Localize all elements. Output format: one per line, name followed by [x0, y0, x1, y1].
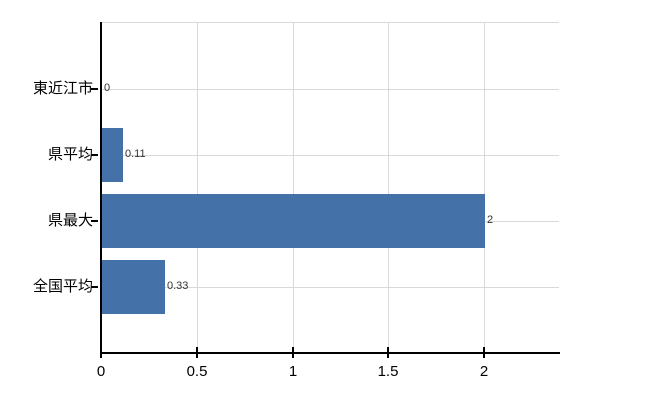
x-tick-label: 2: [479, 363, 489, 380]
value-label: 0: [104, 82, 111, 94]
x-gridline: [388, 22, 389, 352]
plot-top-border: [101, 22, 559, 23]
x-axis-line: [100, 352, 560, 354]
x-gridline: [293, 22, 294, 352]
x-tick-mark: [196, 347, 198, 358]
x-tick-mark: [483, 347, 485, 358]
x-tick-label: 0: [96, 363, 106, 380]
y-tick-mark: [91, 286, 98, 288]
bar-県平均: [102, 128, 123, 182]
x-gridline: [197, 22, 198, 352]
bar-全国平均: [102, 260, 165, 314]
value-label: 2: [487, 214, 494, 226]
x-tick-label: 0.5: [186, 363, 208, 380]
value-label: 0.33: [167, 280, 189, 292]
category-gridline: [101, 287, 559, 288]
y-tick-mark: [91, 220, 98, 222]
value-label: 0.11: [125, 148, 146, 160]
category-label: 県平均: [47, 146, 93, 163]
category-gridline: [101, 89, 559, 90]
category-gridline: [101, 155, 559, 156]
x-tick-label: 1.5: [377, 363, 399, 380]
category-label: 東近江市: [32, 80, 93, 97]
y-axis-line: [100, 22, 102, 353]
x-tick-mark: [292, 347, 294, 358]
category-label: 県最大: [47, 212, 93, 229]
bar-県最大: [102, 194, 485, 248]
x-gridline: [484, 22, 485, 352]
y-tick-mark: [91, 154, 98, 156]
x-tick-mark: [387, 347, 389, 358]
category-label: 全国平均: [32, 278, 93, 295]
y-tick-mark: [91, 88, 98, 90]
x-tick-mark: [100, 347, 102, 358]
x-tick-label: 1: [288, 363, 298, 380]
